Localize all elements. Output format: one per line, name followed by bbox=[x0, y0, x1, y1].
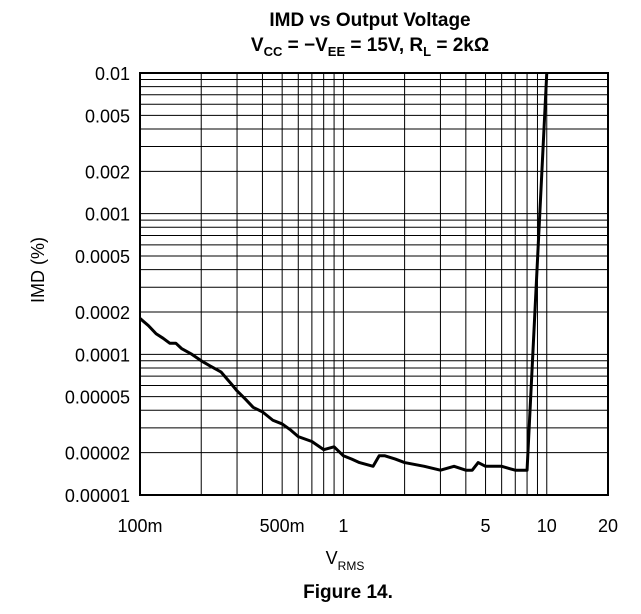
x-tick-label: 1 bbox=[338, 516, 348, 536]
y-axis-label: IMD (%) bbox=[28, 237, 48, 303]
y-tick-label: 0.0005 bbox=[75, 247, 130, 267]
figure-caption: Figure 14. bbox=[303, 582, 393, 603]
x-tick-label: 10 bbox=[537, 516, 557, 536]
y-tick-label: 0.001 bbox=[85, 205, 130, 225]
y-tick-label: 0.0001 bbox=[75, 345, 130, 365]
y-tick-label: 0.00005 bbox=[65, 388, 130, 408]
chart-subtitle: VCC = −VEE = 15V, RL = 2kΩ bbox=[251, 35, 489, 59]
y-tick-label: 0.01 bbox=[95, 64, 130, 84]
x-tick-label: 20 bbox=[598, 516, 618, 536]
y-tick-label: 0.0002 bbox=[75, 303, 130, 323]
y-tick-label: 0.005 bbox=[85, 106, 130, 126]
chart-title: IMD vs Output Voltage bbox=[269, 10, 470, 31]
series-group bbox=[139, 72, 549, 472]
plot-frame bbox=[139, 72, 609, 496]
imd-series-line bbox=[139, 72, 549, 472]
x-tick-label: 100m bbox=[117, 516, 162, 536]
y-tick-label: 0.002 bbox=[85, 162, 130, 182]
y-tick-label: 0.00001 bbox=[65, 486, 130, 506]
y-tick-label: 0.00002 bbox=[65, 444, 130, 464]
x-tick-labels: 100m 500m 1 5 10 20 bbox=[117, 516, 618, 536]
x-axis-label: VRMS bbox=[326, 548, 365, 573]
x-tick-label: 5 bbox=[481, 516, 491, 536]
y-tick-labels: 0.01 0.005 0.002 0.001 0.0005 0.0002 0.0001 0.0… bbox=[65, 64, 130, 506]
x-tick-label: 500m bbox=[260, 516, 305, 536]
